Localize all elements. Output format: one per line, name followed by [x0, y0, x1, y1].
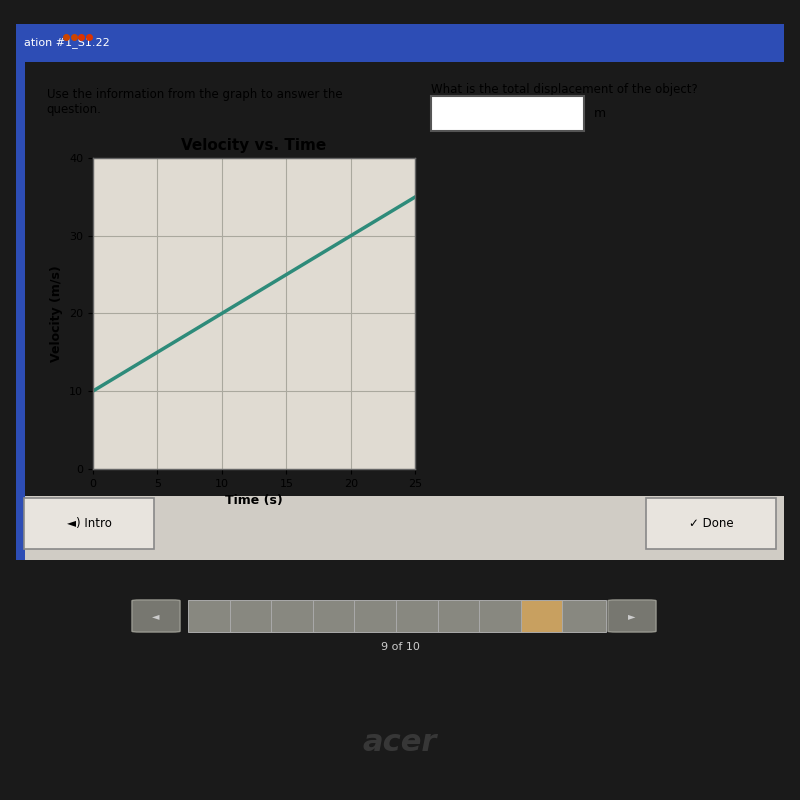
FancyBboxPatch shape	[608, 600, 656, 632]
FancyBboxPatch shape	[354, 600, 398, 632]
FancyBboxPatch shape	[479, 600, 523, 632]
FancyBboxPatch shape	[396, 600, 440, 632]
FancyBboxPatch shape	[230, 600, 274, 632]
FancyBboxPatch shape	[271, 600, 315, 632]
FancyBboxPatch shape	[646, 498, 776, 550]
Text: m: m	[594, 107, 606, 120]
Text: What is the total displacement of the object?: What is the total displacement of the ob…	[430, 83, 698, 96]
FancyBboxPatch shape	[521, 600, 565, 632]
FancyBboxPatch shape	[132, 600, 180, 632]
Title: Velocity vs. Time: Velocity vs. Time	[182, 138, 326, 153]
FancyBboxPatch shape	[438, 600, 482, 632]
X-axis label: Time (s): Time (s)	[226, 494, 283, 507]
Text: 9 of 10: 9 of 10	[381, 642, 419, 652]
FancyBboxPatch shape	[24, 498, 154, 550]
Text: Use the information from the graph to answer the
question.: Use the information from the graph to an…	[46, 88, 342, 116]
Text: ◄) Intro: ◄) Intro	[66, 517, 111, 530]
Text: acer: acer	[363, 728, 437, 757]
Bar	[16, 62, 26, 560]
Bar	[16, 24, 784, 62]
Text: ◄: ◄	[152, 611, 160, 621]
Bar	[16, 496, 784, 560]
FancyBboxPatch shape	[188, 600, 232, 632]
FancyBboxPatch shape	[562, 600, 606, 632]
Text: ►: ►	[628, 611, 636, 621]
Text: ✓ Done: ✓ Done	[689, 517, 734, 530]
FancyBboxPatch shape	[313, 600, 357, 632]
Text: ation #1_S1.22: ation #1_S1.22	[24, 38, 110, 48]
FancyBboxPatch shape	[430, 96, 584, 131]
Y-axis label: Velocity (m/s): Velocity (m/s)	[50, 265, 63, 362]
